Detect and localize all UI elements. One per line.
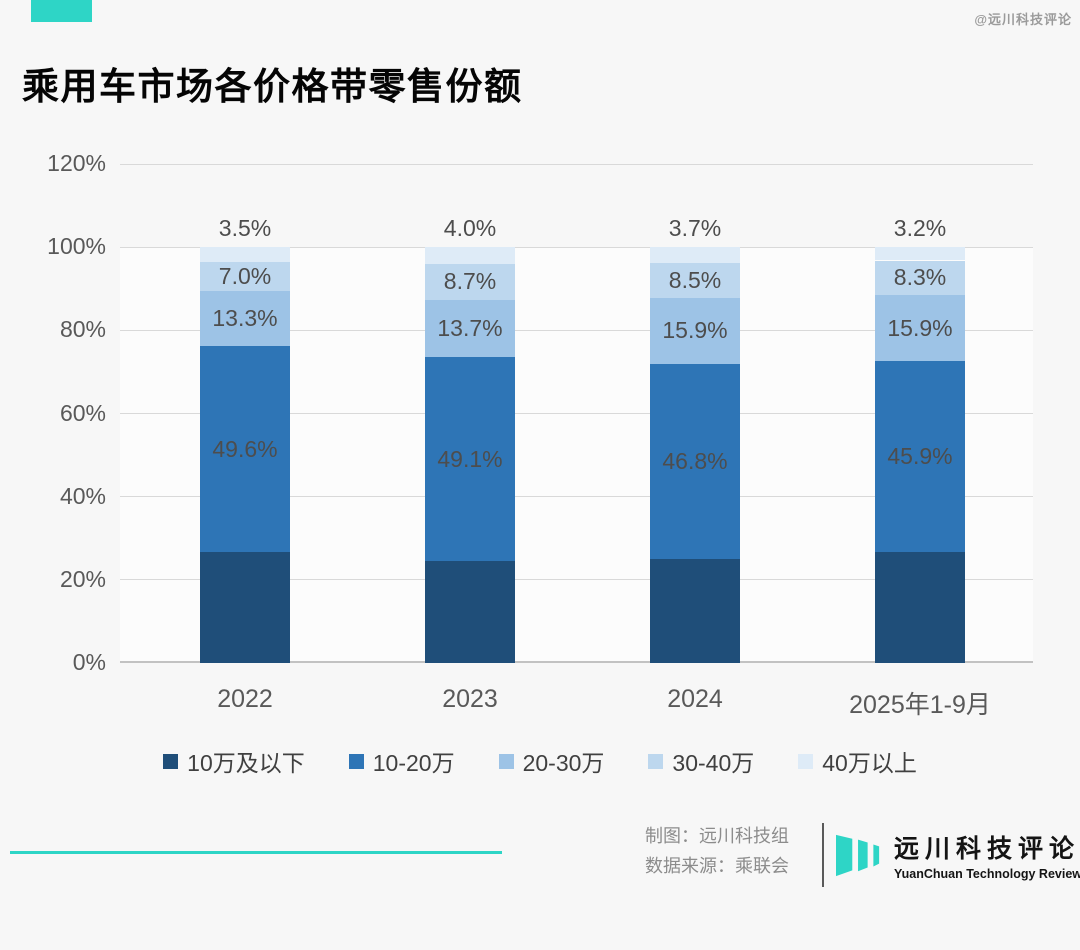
legend-swatch [163, 753, 179, 769]
x-axis-label: 2024 [667, 685, 723, 713]
segment-10-20万: 46.8% [650, 364, 740, 559]
data-label: 15.9% [662, 317, 728, 344]
y-axis-tick: 100% [47, 233, 106, 260]
brand-name-en: YuanChuan Technology Review [894, 867, 1080, 881]
legend-label: 10-20万 [372, 750, 455, 776]
data-label: 3.7% [668, 215, 722, 242]
segment-10-20万: 49.6% [200, 346, 290, 553]
data-label: 46.8% [662, 447, 728, 474]
data-label: 3.2% [893, 215, 947, 242]
data-label: 7.0% [218, 262, 272, 289]
legend-swatch [798, 753, 814, 769]
y-axis-tick: 0% [72, 649, 106, 675]
watermark: @远川科技评论 [974, 12, 1072, 27]
legend-item-20-30万: 20-30万 [498, 744, 605, 778]
segment-10-20万: 45.9% [875, 361, 965, 552]
data-label: 49.1% [437, 445, 503, 472]
segment-20-30万: 15.9% [650, 297, 740, 365]
segment-40万以上 [200, 247, 290, 262]
data-label: 8.7% [443, 268, 497, 295]
bar-2024: 46.8% 15.9% 8.5% 3.7% [650, 164, 740, 663]
legend-label: 40万以上 [822, 750, 917, 776]
x-axis-label: 2025年1-9月 [849, 691, 991, 719]
segment-10万及以下 [425, 561, 515, 663]
legend-label: 10万及以下 [187, 750, 305, 776]
brand-name-cn: 远川科技评论 [894, 835, 1080, 863]
credit-maker: 制图：远川科技组 [645, 826, 789, 846]
gridline [120, 579, 1033, 581]
y-axis-tick: 80% [59, 316, 106, 343]
legend-item-10-20万: 10-20万 [348, 744, 455, 778]
data-label: 15.9% [887, 314, 953, 341]
segment-10万及以下 [650, 558, 740, 663]
y-axis-tick: 20% [59, 565, 106, 592]
legend-item-30-40万: 30-40万 [648, 744, 754, 778]
legend-item-10万及以下: 10万及以下 [163, 744, 305, 778]
divider-line [10, 851, 502, 854]
data-label: 13.7% [437, 314, 503, 341]
segment-10-20万: 49.1% [425, 356, 515, 562]
y-axis-tick: 60% [59, 399, 106, 426]
gridline [120, 246, 1033, 248]
y-axis: 0% 20% 40% 60% 80% 100% 120% [0, 150, 106, 675]
segment-20-30万: 13.3% [200, 290, 290, 347]
segment-30-40万: 8.5% [650, 262, 740, 298]
legend-swatch [348, 753, 364, 769]
credits: 制图：远川科技组 数据来源：乘联会 [645, 821, 789, 881]
legend-label: 30-40万 [672, 750, 755, 776]
gridline [120, 413, 1033, 414]
y-axis-tick: 120% [47, 150, 106, 176]
gridline [120, 329, 1033, 331]
segment-30-40万: 7.0% [200, 261, 290, 291]
accent-block [31, 0, 92, 22]
bar-2025年1-9月: 45.9% 15.9% 8.3% 3.2% [875, 164, 965, 663]
plot-area: 49.6% 13.3% 7.0% 3.5% 2022 49.1% 13.7% 8.7% 4.0%… [120, 163, 1033, 719]
brand-logo-icon [836, 834, 880, 877]
bar-2023: 49.1% 13.7% 8.7% 4.0% [425, 164, 515, 663]
data-label: 8.5% [668, 266, 722, 293]
segment-40万以上 [650, 247, 740, 263]
y-axis-tick: 40% [59, 482, 106, 509]
segment-20-30万: 13.7% [425, 299, 515, 357]
page-title: 乘用车市场各价格带零售份额 [22, 66, 523, 107]
legend-item-40万以上: 40万以上 [798, 744, 917, 778]
segment-10万及以下 [875, 551, 965, 663]
data-label: 8.3% [893, 264, 947, 291]
gridline [120, 496, 1033, 498]
segment-10万及以下 [200, 552, 290, 663]
data-label: 45.9% [887, 443, 953, 470]
x-axis-label: 2023 [442, 685, 498, 713]
legend-label: 20-30万 [522, 750, 605, 776]
brand-logo-text: 远川科技评论 YuanChuan Technology Review [894, 829, 1080, 881]
data-label: 4.0% [443, 215, 497, 242]
data-label: 3.5% [218, 215, 272, 242]
credit-source: 数据来源：乘联会 [645, 856, 789, 876]
x-axis-line [120, 661, 1033, 663]
x-axis-label: 2022 [217, 685, 273, 713]
data-label: 13.3% [212, 304, 278, 331]
segment-40万以上 [425, 247, 515, 264]
segment-40万以上 [875, 247, 965, 261]
segment-20-30万: 15.9% [875, 295, 965, 362]
segment-30-40万: 8.7% [425, 263, 515, 300]
chart-legend: 10万及以下 10-20万 20-30万 30-40万 40万以上 [0, 744, 1080, 778]
brand-logo: 远川科技评论 YuanChuan Technology Review [836, 828, 1080, 882]
footer-divider [822, 823, 824, 887]
bar-2022: 49.6% 13.3% 7.0% 3.5% [200, 164, 290, 663]
gridline [120, 163, 1033, 165]
data-label: 49.6% [212, 435, 278, 462]
legend-swatch [648, 753, 664, 769]
segment-30-40万: 8.3% [875, 260, 965, 295]
legend-swatch [498, 753, 514, 769]
